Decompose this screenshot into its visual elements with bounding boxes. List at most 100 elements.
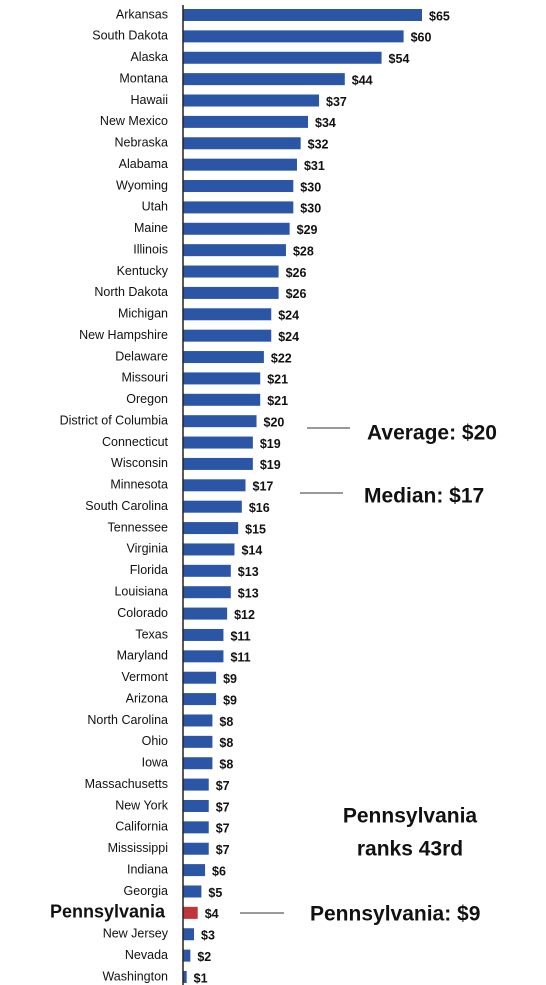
value-label: $8 [219,758,233,772]
category-label: Pennsylvania [50,902,166,922]
bar [183,842,209,855]
category-label: Wyoming [116,178,168,192]
value-label: $34 [315,116,336,130]
value-label: $28 [293,244,314,258]
bar [183,949,191,962]
category-label: Maine [134,221,168,235]
category-label: Alabama [119,157,168,171]
category-label: Colorado [117,606,168,620]
bar [183,308,272,321]
category-label: New Jersey [103,927,169,941]
bar [183,864,206,877]
category-label: Vermont [121,670,168,684]
bar [183,158,297,171]
value-label: $54 [389,52,410,66]
value-label: $1 [194,971,208,985]
bar [183,30,404,43]
category-label: Missouri [121,371,168,385]
annotation: Average: $20 [367,422,497,445]
bar [183,329,272,342]
bar [183,201,294,214]
bar [183,671,217,684]
bar [183,522,239,535]
category-label: Alaska [130,50,168,64]
bar [183,244,286,257]
annotation: Median: $17 [364,485,484,508]
bar [183,457,253,470]
value-label: $29 [297,223,318,237]
value-label: $11 [230,651,250,665]
category-label: Louisiana [114,584,168,598]
category-label: South Carolina [85,499,168,513]
value-label: $31 [304,159,325,173]
category-label: Massachusetts [85,777,168,791]
value-label: $17 [253,480,274,494]
value-label: $21 [267,373,288,387]
category-label: Mississippi [108,841,168,855]
value-label: $16 [249,501,270,515]
category-label: South Dakota [92,29,168,43]
value-label: $2 [197,950,211,964]
category-label: Texas [135,627,168,641]
bar [183,351,264,364]
category-label: Utah [142,200,168,214]
bar [183,821,209,834]
category-label: Arizona [126,691,168,705]
value-label: $32 [308,138,329,152]
value-label: $7 [216,822,230,836]
bar [183,222,290,235]
bar [183,265,279,278]
value-label: $22 [271,351,292,365]
category-label: Oregon [126,392,168,406]
category-label: North Carolina [87,713,168,727]
category-label: California [115,820,168,834]
value-label: $14 [241,544,262,558]
value-label: $11 [230,629,250,643]
category-label: New Hampshire [79,328,168,342]
bar [183,650,224,663]
bar [183,607,228,620]
value-label: $3 [201,929,215,943]
bar [183,778,209,791]
bar [183,885,202,898]
value-label: $12 [234,608,255,622]
category-label: New Mexico [100,114,168,128]
value-label: $9 [223,672,237,686]
value-label: $30 [300,180,321,194]
value-label: $4 [205,907,219,921]
bar [183,586,231,599]
value-label: $7 [216,800,230,814]
value-label: $20 [264,415,285,429]
category-label: Hawaii [130,93,168,107]
bar [183,115,309,128]
category-label: Montana [119,71,168,85]
category-label: Arkansas [116,7,168,21]
category-label: Wisconsin [111,456,168,470]
category-label: Michigan [118,307,168,321]
bar [183,564,231,577]
category-label: Connecticut [102,435,169,449]
bar [183,73,345,86]
bar [183,735,213,748]
category-label: Kentucky [117,264,169,278]
category-label: Virginia [127,542,169,556]
category-label: Nevada [125,948,168,962]
bar [183,94,320,107]
category-label: New York [115,798,169,812]
bar [183,500,242,513]
bar [183,906,198,919]
category-label: Nebraska [115,136,169,150]
category-label: North Dakota [94,285,168,299]
bar [183,415,257,428]
value-label: $8 [219,715,233,729]
value-label: $5 [208,886,222,900]
bar [183,714,213,727]
bar [183,372,261,385]
value-label: $13 [238,565,259,579]
value-label: $9 [223,693,237,707]
bar [183,543,235,556]
category-label: Maryland [117,649,168,663]
value-label: $26 [286,266,307,280]
value-label: $7 [216,779,230,793]
